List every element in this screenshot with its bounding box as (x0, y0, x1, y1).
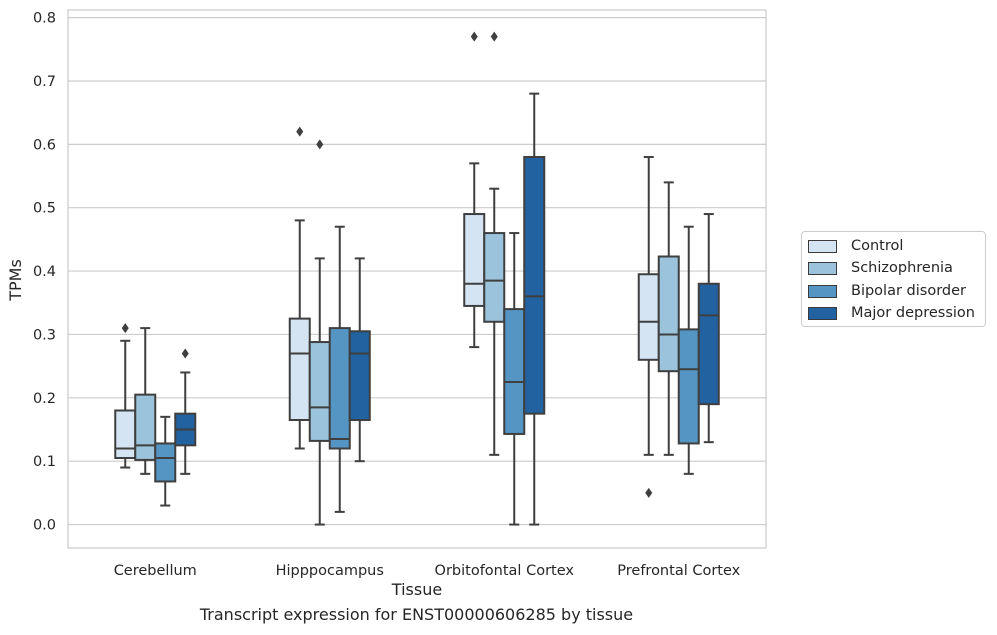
chart-caption: Transcript expression for ENST0000060628… (199, 605, 634, 624)
y-tick-label: 0.5 (33, 201, 56, 217)
box-iqr (288, 317, 311, 421)
outlier-point (470, 31, 478, 42)
box-series-layer (114, 31, 720, 526)
outlier-point (121, 323, 129, 334)
legend-label-schizophrenia: Schizophrenia (851, 260, 953, 276)
box-iqr (657, 255, 680, 373)
legend: Control Schizophrenia Bipolar disorder M… (801, 231, 986, 327)
box-iqr (697, 282, 720, 406)
x-tick-label-orbitofontal-cortex: Orbitofontal Cortex (435, 563, 575, 579)
box-schizophrenia-hipppocampus (308, 139, 331, 526)
outlier-point (296, 126, 304, 137)
box-iqr (114, 409, 137, 460)
y-tick-label: 0.8 (33, 11, 56, 27)
box-control-prefrontal-cortex (637, 156, 660, 498)
legend-label-bipolar-disorder: Bipolar disorder (851, 283, 966, 299)
box-bipolar-disorder-prefrontal-cortex (677, 225, 700, 475)
legend-swatch-major-depression (808, 306, 837, 320)
box-bipolar-disorder-orbitofontal-cortex (503, 232, 526, 526)
y-tick-label: 0.3 (33, 327, 56, 343)
box-iqr (523, 156, 546, 415)
y-axis-label: TPMs (6, 259, 25, 302)
box-major-depression-prefrontal-cortex (697, 213, 720, 444)
y-tick-label: 0.2 (33, 391, 56, 407)
box-iqr (637, 273, 660, 361)
box-bipolar-disorder-cerebellum (154, 415, 177, 507)
x-tick-label-cerebellum: Cerebellum (114, 563, 197, 579)
box-major-depression-cerebellum (174, 348, 197, 475)
box-iqr (154, 442, 177, 483)
legend-label-control: Control (851, 238, 904, 254)
box-major-depression-orbitofontal-cortex (523, 92, 546, 526)
outlier-point (490, 31, 498, 42)
box-control-hipppocampus (288, 126, 311, 450)
box-control-cerebellum (114, 323, 137, 469)
box-iqr (483, 232, 506, 323)
legend-swatch-control (808, 239, 837, 253)
y-tick-label: 0.7 (33, 74, 56, 90)
box-major-depression-hipppocampus (348, 257, 371, 463)
box-schizophrenia-cerebellum (134, 327, 157, 475)
legend-item-control: Control (808, 236, 903, 256)
box-iqr (308, 341, 331, 442)
y-tick-label: 0.4 (33, 264, 56, 280)
x-tick-label-prefrontal-cortex: Prefrontal Cortex (617, 563, 740, 579)
outlier-point (316, 139, 324, 150)
legend-item-schizophrenia: Schizophrenia (808, 258, 953, 278)
box-iqr (503, 308, 526, 435)
x-tick-labels: Cerebellum Hipppocampus Orbitofontal Corte… (114, 563, 741, 579)
legend-swatch-bipolar-disorder (808, 284, 837, 298)
box-schizophrenia-prefrontal-cortex (657, 181, 680, 456)
plot-frame (67, 9, 767, 549)
legend-label-major-depression: Major depression (851, 305, 975, 321)
box-iqr (348, 330, 371, 421)
box-iqr (463, 213, 486, 307)
box-control-orbitofontal-cortex (463, 31, 486, 349)
y-tick-label: 0.1 (33, 454, 56, 470)
box-bipolar-disorder-hipppocampus (328, 225, 351, 513)
legend-item-major-depression: Major depression (808, 303, 975, 323)
x-axis-label: Tissue (391, 580, 442, 599)
y-tick-label: 0.6 (33, 137, 56, 153)
y-tick-label: 0.0 (33, 518, 56, 534)
outlier-point (645, 487, 653, 498)
legend-swatch-schizophrenia (808, 261, 837, 275)
legend-item-bipolar-disorder: Bipolar disorder (808, 281, 966, 301)
box-iqr (677, 328, 700, 445)
outlier-point (181, 348, 189, 359)
y-tick-labels: 0.0 0.1 0.2 0.3 0.4 0.5 0.6 0.7 0.8 (33, 11, 56, 534)
box-iqr (328, 327, 351, 450)
box-iqr (134, 393, 157, 461)
x-tick-label-hipppocampus: Hipppocampus (276, 563, 384, 579)
box-schizophrenia-orbitofontal-cortex (483, 31, 506, 456)
